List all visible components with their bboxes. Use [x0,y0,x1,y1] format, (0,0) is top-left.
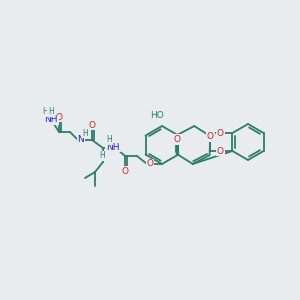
Text: H: H [42,107,48,116]
Text: O: O [146,160,154,169]
Text: NH: NH [44,116,58,124]
Text: O: O [173,135,180,144]
Text: O: O [217,128,224,137]
Text: H: H [82,128,88,137]
Text: O: O [217,146,224,155]
Text: N: N [78,136,84,145]
Text: O: O [207,132,214,141]
Text: HO: HO [150,112,164,121]
Text: H: H [99,152,105,160]
Text: NH: NH [106,142,120,152]
Text: O: O [122,167,128,176]
Text: O: O [56,112,62,122]
Text: O: O [88,121,95,130]
Text: H: H [106,136,112,145]
Text: H: H [48,107,54,116]
